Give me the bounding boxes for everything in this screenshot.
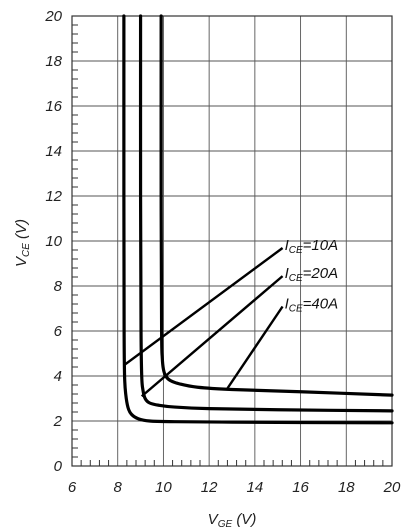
plot-frame [71, 15, 393, 467]
y-tick-labels: 0 2 4 6 8 10 12 14 16 18 20 [44, 8, 62, 475]
x-tick-label: 18 [338, 479, 355, 496]
x-axis-label: VGE (V) [208, 511, 257, 530]
y-axis-label: VCE (V) [13, 219, 32, 267]
annotation-leader-2 [140, 275, 284, 398]
series-line-3 [159, 14, 394, 397]
y-tick-label: 6 [54, 323, 63, 340]
annotation-leader-1 [123, 247, 284, 366]
x-tick-labels: 6 8 10 12 14 16 18 20 [68, 479, 401, 496]
y-tick-label: 12 [45, 188, 62, 205]
series [122, 14, 394, 425]
minor-ticks [72, 24, 384, 466]
x-tick-label: 8 [114, 479, 123, 496]
y-tick-label: 2 [53, 413, 63, 430]
y-tick-label: 16 [45, 98, 62, 115]
x-tick-label: 16 [292, 479, 309, 496]
x-tick-label: 14 [247, 479, 264, 496]
series-line-2 [138, 14, 394, 413]
y-tick-label: 8 [54, 278, 63, 295]
x-tick-label: 12 [201, 479, 218, 496]
annotations: ICE=10A ICE=20A ICE=40A [123, 237, 339, 398]
annotation-label-1: ICE=10A [285, 237, 339, 256]
y-tick-label: 20 [44, 8, 62, 25]
annotation-leader-3 [226, 305, 284, 390]
grid [71, 15, 393, 467]
y-tick-label: 14 [45, 143, 62, 160]
x-tick-label: 20 [383, 479, 401, 496]
y-tick-label: 18 [45, 53, 62, 70]
y-tick-label: 0 [54, 458, 63, 475]
series-line-1 [122, 14, 394, 425]
annotation-label-2: ICE=20A [285, 265, 339, 284]
y-tick-label: 10 [45, 233, 62, 250]
x-tick-label: 10 [155, 479, 172, 496]
x-tick-label: 6 [68, 479, 77, 496]
y-tick-label: 4 [54, 368, 62, 385]
annotation-label-3: ICE=40A [285, 296, 339, 315]
